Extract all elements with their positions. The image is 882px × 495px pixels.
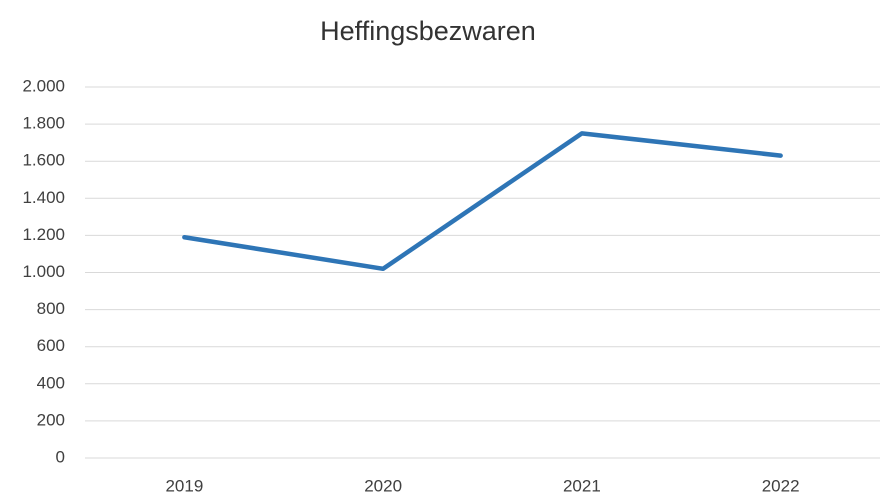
x-tick-label: 2019 <box>165 476 203 495</box>
y-tick-label: 0 <box>56 447 65 466</box>
y-tick-label: 1.600 <box>22 151 65 170</box>
x-tick-label: 2021 <box>563 476 601 495</box>
y-tick-label: 800 <box>37 299 65 318</box>
y-tick-label: 200 <box>37 410 65 429</box>
x-tick-label: 2020 <box>364 476 402 495</box>
y-tick-label: 1.400 <box>22 188 65 207</box>
y-tick-label: 1.000 <box>22 262 65 281</box>
y-tick-label: 1.200 <box>22 225 65 244</box>
data-line <box>182 131 783 272</box>
chart-title: Heffingsbezwaren <box>320 16 536 46</box>
y-tick-label: 2.000 <box>22 76 65 95</box>
y-tick-label: 1.800 <box>22 114 65 133</box>
x-tick-label: 2022 <box>762 476 800 495</box>
y-tick-label: 400 <box>37 373 65 392</box>
y-tick-label: 600 <box>37 336 65 355</box>
